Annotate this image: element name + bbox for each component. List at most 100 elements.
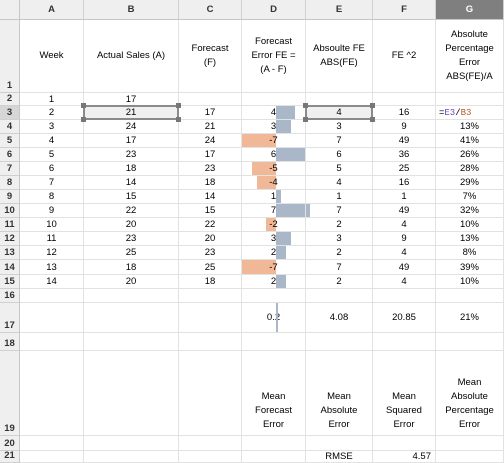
header-abs-fe[interactable]: Absoulte FE ABS(FE) <box>306 20 373 93</box>
table-cell-forecast[interactable]: 14 <box>179 190 242 204</box>
row-header-21[interactable]: 21 <box>0 450 20 463</box>
table-cell-ape[interactable]: 41% <box>436 134 504 148</box>
resize-handle[interactable] <box>303 103 308 108</box>
rmse-label[interactable]: RMSE <box>306 451 373 463</box>
table-cell-ape[interactable]: 28% <box>436 162 504 176</box>
header-week[interactable]: Week <box>20 20 84 93</box>
table-cell-actual[interactable]: 15 <box>84 190 179 204</box>
grid-cell[interactable] <box>242 451 306 463</box>
table-cell-abs-fe[interactable]: 2 <box>306 275 373 289</box>
table-cell-week[interactable]: 9 <box>20 204 84 218</box>
table-cell-abs-fe[interactable]: 7 <box>306 204 373 218</box>
grid-cell[interactable] <box>436 289 504 303</box>
table-cell-abs-fe[interactable]: 7 <box>306 260 373 275</box>
table-cell-week[interactable]: 13 <box>20 260 84 275</box>
grid-cell[interactable] <box>179 303 242 333</box>
table-cell-ape[interactable]: 10% <box>436 218 504 232</box>
table-cell-week[interactable]: 4 <box>20 134 84 148</box>
table-cell-actual[interactable]: 18 <box>84 260 179 275</box>
table-cell-abs-fe[interactable]: 7 <box>306 134 373 148</box>
table-cell-fe-sq[interactable]: 49 <box>373 134 436 148</box>
summary-ape[interactable]: 21% <box>436 303 504 333</box>
table-cell-abs-fe[interactable]: 5 <box>306 162 373 176</box>
grid-cell[interactable] <box>20 451 84 463</box>
table-cell-actual[interactable]: 20 <box>84 275 179 289</box>
grid-cell[interactable] <box>179 333 242 351</box>
grid-cell[interactable] <box>179 451 242 463</box>
table-cell-ape[interactable]: 7% <box>436 190 504 204</box>
grid-cell[interactable] <box>84 303 179 333</box>
summary-abs-fe[interactable]: 4.08 <box>306 303 373 333</box>
table-cell-fe[interactable]: 2 <box>242 275 306 289</box>
grid-cell[interactable] <box>242 333 306 351</box>
header-fe[interactable]: Forecast Error FE = (A - F) <box>242 20 306 93</box>
table-cell-ape[interactable]: 26% <box>436 148 504 162</box>
table-cell-actual[interactable]: 18 <box>84 162 179 176</box>
grid-cell[interactable] <box>84 451 179 463</box>
table-cell-fe[interactable]: 3 <box>242 232 306 246</box>
row-header-5[interactable]: 5 <box>0 134 20 148</box>
table-cell-forecast[interactable]: 17 <box>179 148 242 162</box>
table-cell-week[interactable]: 5 <box>20 148 84 162</box>
table-cell-fe[interactable]: 3 <box>242 120 306 134</box>
table-cell-forecast[interactable]: 20 <box>179 232 242 246</box>
grid-cell[interactable] <box>373 93 436 106</box>
row-header-8[interactable]: 8 <box>0 176 20 190</box>
column-header-b[interactable]: B <box>84 0 179 20</box>
grid-cell[interactable] <box>306 289 373 303</box>
table-cell-actual[interactable]: 25 <box>84 246 179 260</box>
row-header-15[interactable]: 15 <box>0 275 20 289</box>
table-cell-actual[interactable]: 14 <box>84 176 179 190</box>
grid-cell[interactable] <box>84 436 179 451</box>
summary-label-fe-sq[interactable]: Mean Squared Error <box>373 351 436 436</box>
table-cell-ape[interactable]: 32% <box>436 204 504 218</box>
table-cell-fe[interactable]: -4 <box>242 176 306 190</box>
table-cell-fe[interactable]: 4 <box>242 106 306 120</box>
summary-label-abs-fe[interactable]: Mean Absolute Error <box>306 351 373 436</box>
resize-handle[interactable] <box>176 117 181 122</box>
table-cell-fe[interactable]: 1 <box>242 190 306 204</box>
row-header-10[interactable]: 10 <box>0 204 20 218</box>
table-cell-fe[interactable]: -7 <box>242 260 306 275</box>
grid-cell[interactable] <box>436 451 504 463</box>
grid-cell[interactable] <box>20 333 84 351</box>
grid-cell[interactable] <box>84 351 179 436</box>
table-cell-ape[interactable]: 8% <box>436 246 504 260</box>
resize-handle[interactable] <box>176 103 181 108</box>
row-header-18[interactable]: 18 <box>0 333 20 351</box>
grid-cell[interactable] <box>179 436 242 451</box>
grid-cell[interactable] <box>179 351 242 436</box>
table-cell-fe-sq[interactable]: 49 <box>373 260 436 275</box>
row-header-12[interactable]: 12 <box>0 232 20 246</box>
table-cell-fe[interactable]: -5 <box>242 162 306 176</box>
grid-cell[interactable] <box>436 333 504 351</box>
grid-cell[interactable] <box>242 289 306 303</box>
table-cell-week[interactable]: 11 <box>20 232 84 246</box>
table-cell-actual[interactable]: 23 <box>84 232 179 246</box>
grid-cell[interactable] <box>179 289 242 303</box>
table-cell-week[interactable]: 14 <box>20 275 84 289</box>
table-cell-fe-sq[interactable]: 25 <box>373 162 436 176</box>
row-header-19[interactable]: 19 <box>0 351 20 436</box>
grid-cell[interactable] <box>306 333 373 351</box>
grid-cell[interactable] <box>436 93 504 106</box>
table-cell-abs-fe[interactable]: 1 <box>306 190 373 204</box>
row-header-2[interactable]: 2 <box>0 93 20 106</box>
grid-cell[interactable] <box>306 436 373 451</box>
table-cell-fe[interactable]: 2 <box>242 246 306 260</box>
resize-handle[interactable] <box>81 103 86 108</box>
table-cell-ape[interactable]: 13% <box>436 232 504 246</box>
table-cell-abs-fe[interactable]: 2 <box>306 218 373 232</box>
table-cell-fe-sq[interactable]: 16 <box>373 176 436 190</box>
table-cell-abs-fe[interactable]: 3 <box>306 120 373 134</box>
table-cell-fe-sq[interactable]: 9 <box>373 120 436 134</box>
table-cell-fe-sq[interactable]: 4 <box>373 246 436 260</box>
table-cell-ape[interactable]: 13% <box>436 120 504 134</box>
rmse-value[interactable]: 4.57 <box>373 451 436 463</box>
grid-cell[interactable] <box>84 289 179 303</box>
grid-cell[interactable] <box>373 289 436 303</box>
table-cell-forecast[interactable]: 23 <box>179 162 242 176</box>
table-cell-fe[interactable]: 6 <box>242 148 306 162</box>
grid-cell[interactable] <box>20 436 84 451</box>
